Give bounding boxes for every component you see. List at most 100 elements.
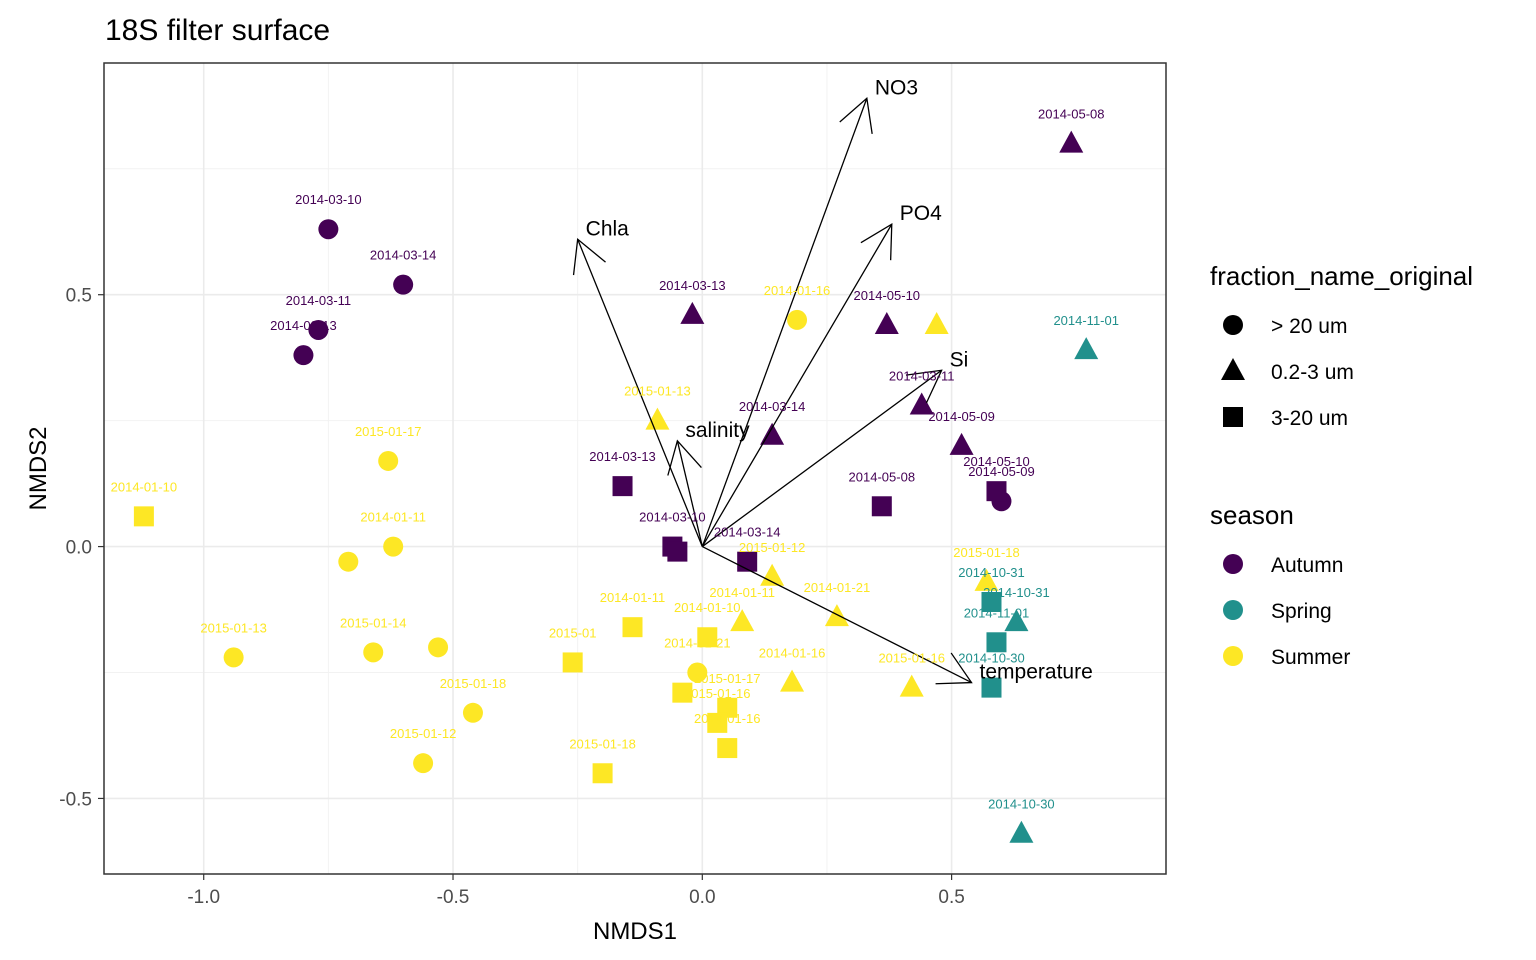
data-point: [645, 407, 670, 430]
chart-title: 18S filter surface: [105, 14, 330, 47]
vector-arrowhead: [935, 652, 973, 685]
vector-label: NO3: [875, 76, 918, 99]
vector-arrowhead: [572, 238, 606, 276]
point-label: 2015-01: [549, 625, 597, 640]
point-label: 2014-01-11: [360, 510, 426, 525]
legend-color-key: [1223, 646, 1243, 666]
y-tick-label: 0.0: [66, 538, 92, 559]
point-label: 2014-10-30: [988, 797, 1055, 812]
point-label: 2014-10-31: [983, 585, 1050, 600]
point-label: 2014-01-11: [709, 585, 775, 600]
x-tick-label: -1.0: [187, 887, 220, 908]
vector-arrowhead: [860, 223, 893, 261]
legend-shape-label: 0.2-3 um: [1271, 361, 1354, 384]
point-label: 2015-01-16: [878, 651, 945, 666]
data-point: [981, 591, 1002, 612]
data-point: [462, 702, 483, 723]
point-label: 2015-01-12: [390, 726, 457, 741]
point-label: 2015-01-17: [355, 424, 422, 439]
point-label: 2014-01-21: [804, 580, 871, 595]
data-point: [680, 301, 705, 324]
point-label: 2015-01-16: [684, 686, 751, 701]
legend-shape-title: fraction_name_original: [1210, 261, 1473, 291]
point-label: 2014-01-16: [764, 283, 831, 298]
point-label: 2014-01-21: [664, 636, 731, 651]
data-point: [413, 753, 434, 774]
point-label: 2014-05-10: [963, 454, 1030, 469]
point-label: 2015-01-18: [953, 545, 1020, 560]
data-point: [787, 309, 808, 330]
point-label: 2014-01-11: [600, 590, 666, 605]
data-point: [874, 311, 899, 334]
data-point: [293, 345, 314, 366]
vector-label: Chla: [586, 217, 630, 240]
data-point: [986, 481, 1007, 502]
point-label: 2014-05-09: [928, 409, 995, 424]
vector-arrow: [702, 545, 972, 684]
data-point: [338, 551, 359, 572]
x-axis-title: NMDS1: [593, 918, 677, 945]
x-tick-label: 0.0: [689, 887, 715, 908]
point-label: 2014-01-10: [111, 479, 178, 494]
point-label: 2014-03-13: [659, 278, 726, 293]
data-point: [981, 677, 1002, 698]
point-label: 2015-01-14: [340, 615, 407, 630]
plot-border: [103, 62, 1167, 875]
point-label: 2014-05-08: [849, 469, 916, 484]
legend-color-key: [1223, 600, 1243, 620]
point-label: 2015-01-12: [739, 540, 806, 555]
data-point: [909, 392, 934, 415]
point-label: 2014-03-11: [286, 293, 352, 308]
y-axis-title: NMDS2: [25, 426, 52, 510]
vector-label: salinity: [685, 419, 750, 442]
point-label: 2014-01-16: [759, 646, 826, 661]
vector-label: PO4: [900, 202, 942, 225]
point-label: 2014-05-10: [854, 288, 921, 303]
vector-arrowhead: [667, 439, 702, 476]
vector-arrow: [701, 98, 868, 547]
data-point: [730, 609, 755, 632]
point-label: 2014-05-08: [1038, 107, 1105, 122]
x-tick-label: -0.5: [437, 887, 470, 908]
data-point: [1009, 820, 1034, 843]
data-point: [133, 506, 154, 527]
point-label: 2015-01-13: [200, 620, 267, 635]
legend-color-title: season: [1210, 500, 1294, 530]
data-point: [949, 432, 974, 455]
point-label: 2014-10-30: [958, 651, 1025, 666]
data-point: [318, 219, 339, 240]
data-point: [1004, 609, 1029, 632]
data-point: [707, 712, 728, 733]
point-label: 2014-03-13: [270, 318, 337, 333]
data-point: [760, 563, 785, 586]
vector-arrowhead: [839, 96, 873, 134]
data-point: [378, 450, 399, 471]
data-point: [223, 647, 244, 668]
data-point: [393, 274, 414, 295]
data-point: [363, 642, 384, 663]
legend-shape-label: > 20 um: [1271, 315, 1347, 338]
point-label: 2014-01-16: [694, 711, 761, 726]
point-label: 2014-11-01: [1053, 313, 1119, 328]
data-point: [667, 541, 688, 562]
vector-arrow: [577, 239, 703, 547]
point-label: 2015-01-13: [624, 384, 691, 399]
data-point: [986, 632, 1007, 653]
vector-arrowhead: [905, 369, 943, 404]
legend: fraction_name_original season > 20 um 0.2…: [1210, 261, 1473, 669]
data-point: [924, 311, 949, 334]
data-point: [1074, 337, 1099, 360]
vector-arrow: [676, 440, 703, 547]
legend-shape-key: [1221, 358, 1245, 380]
plot-background: [104, 63, 1166, 874]
point-label: 2014-03-14: [370, 248, 437, 263]
legend-color-label: Autumn: [1271, 554, 1343, 577]
data-point: [308, 319, 329, 340]
point-label: 2014-03-14: [739, 399, 806, 414]
data-point: [622, 617, 643, 638]
data-point: [974, 568, 999, 591]
vector-arrow: [701, 369, 943, 548]
legend-color-label: Spring: [1271, 600, 1332, 623]
plot-area: 2014-03-10 2014-03-14 2014-03-11 2014-03-13…: [104, 63, 1166, 874]
